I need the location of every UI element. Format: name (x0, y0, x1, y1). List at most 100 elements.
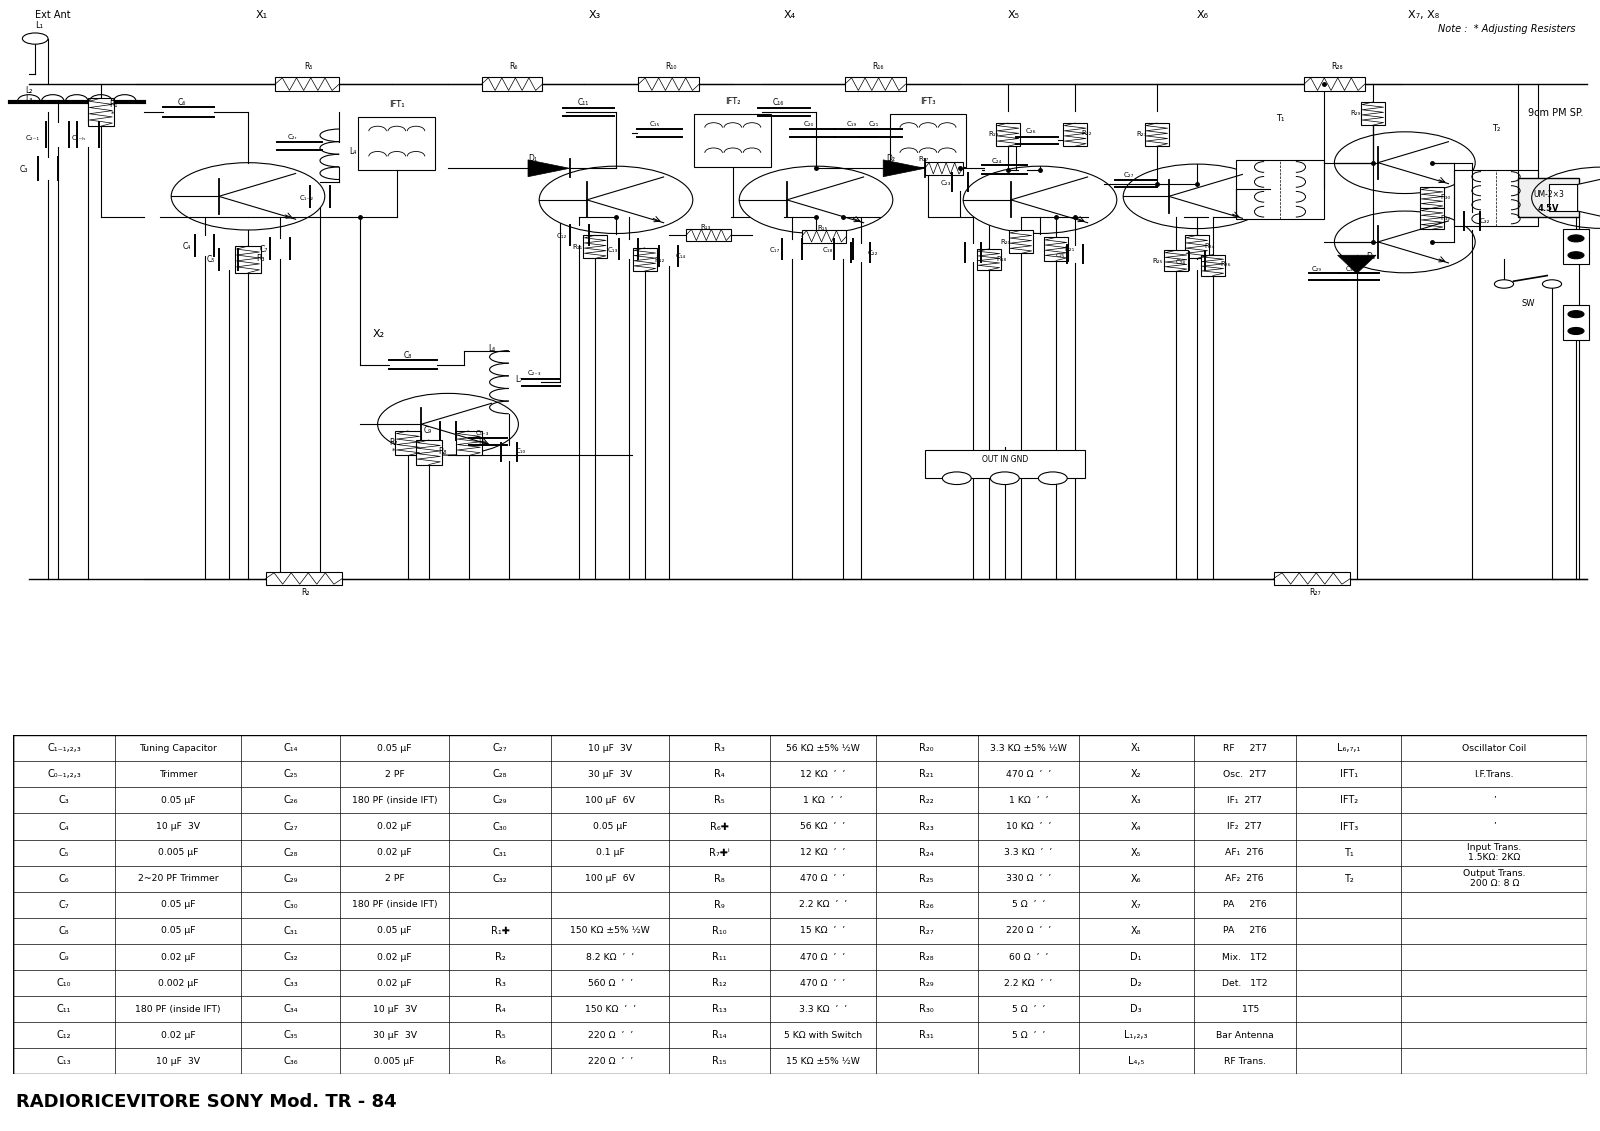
Text: L₂: L₂ (26, 86, 34, 95)
Text: 560 Ω  ’  ’: 560 Ω ’ ’ (587, 978, 634, 987)
Text: C₃₆: C₃₆ (283, 1056, 298, 1067)
Text: C₂₅: C₂₅ (1056, 252, 1066, 258)
Text: C₉: C₉ (424, 425, 432, 434)
Circle shape (942, 472, 971, 484)
Text: L₁: L₁ (35, 21, 43, 31)
Text: 10 KΩ  ’  ’: 10 KΩ ’ ’ (1006, 822, 1051, 831)
Bar (686, 228, 731, 241)
Text: C₈: C₈ (403, 351, 411, 360)
Text: C₂₈: C₂₈ (1176, 259, 1186, 266)
Text: D₂: D₂ (886, 154, 896, 163)
Bar (1146, 123, 1168, 146)
Text: 0.05 μF: 0.05 μF (594, 822, 627, 831)
Bar (638, 77, 699, 92)
Text: AF₁  2T6: AF₁ 2T6 (1226, 848, 1264, 857)
Circle shape (963, 166, 1117, 233)
Text: C₀₋₁,₂,₃: C₀₋₁,₂,₃ (46, 769, 82, 779)
Text: C₃₀: C₃₀ (1346, 266, 1355, 271)
Text: C₂₋₃: C₂₋₃ (528, 370, 541, 377)
Text: C₃₂: C₃₂ (283, 952, 298, 962)
Text: C₉: C₉ (59, 952, 69, 962)
Text: R₈: R₈ (438, 447, 446, 456)
Text: R₃₀: R₃₀ (920, 1004, 934, 1015)
Text: Input Trans.
1.5KΩ: 2KΩ: Input Trans. 1.5KΩ: 2KΩ (1467, 843, 1522, 862)
Text: C₃₂: C₃₂ (493, 874, 507, 883)
Bar (1563, 230, 1589, 265)
Text: C₂ᵣ: C₂ᵣ (288, 133, 298, 140)
Bar (235, 247, 261, 273)
Text: C₂₁: C₂₁ (869, 121, 878, 127)
Circle shape (378, 394, 518, 455)
Text: C₂₅: C₂₅ (283, 769, 298, 779)
Bar (482, 77, 542, 92)
Text: 0.005 μF: 0.005 μF (158, 848, 198, 857)
Text: R₁₄: R₁₄ (712, 1030, 726, 1041)
Text: C₁₃: C₁₃ (56, 1056, 72, 1067)
Text: C₃₁: C₃₁ (283, 926, 298, 935)
Text: C₃₀: C₃₀ (283, 900, 298, 909)
Text: R₁₀: R₁₀ (712, 926, 726, 935)
Text: C₇: C₇ (59, 900, 69, 909)
Bar (395, 431, 421, 456)
Text: 4.5V: 4.5V (1538, 204, 1560, 213)
Bar (1549, 184, 1578, 211)
Text: D₃: D₃ (1366, 252, 1376, 261)
Text: 10 μF  3V: 10 μF 3V (589, 744, 632, 753)
Text: R₂₀: R₂₀ (920, 743, 934, 753)
Circle shape (990, 472, 1019, 484)
Text: C₂₉: C₂₉ (283, 874, 298, 883)
Text: R₁₀: R₁₀ (666, 62, 677, 71)
Text: 2.2 KΩ  ’  ’: 2.2 KΩ ’ ’ (798, 900, 846, 909)
Text: 5 Ω  ’  ’: 5 Ω ’ ’ (1011, 1030, 1045, 1039)
Text: 1 KΩ  ’  ’: 1 KΩ ’ ’ (803, 796, 843, 805)
Text: C₂₇: C₂₇ (1123, 172, 1133, 178)
Text: 12 KΩ  ’  ’: 12 KΩ ’ ’ (800, 848, 845, 857)
Text: C₁₁: C₁₁ (56, 1004, 72, 1015)
Text: IFT₁: IFT₁ (1339, 769, 1358, 779)
Text: C₂₃: C₂₃ (941, 180, 950, 187)
Text: D₃: D₃ (1130, 1004, 1142, 1015)
Text: 3.3 KΩ  ’  ’: 3.3 KΩ ’ ’ (1005, 848, 1053, 857)
Circle shape (1568, 235, 1584, 242)
Text: C₂₇: C₂₇ (283, 821, 298, 831)
Text: 0.02 μF: 0.02 μF (160, 1030, 195, 1039)
Text: C₁₂: C₁₂ (557, 233, 566, 240)
Text: C₂₈: C₂₈ (283, 847, 298, 857)
Text: X₅: X₅ (1008, 9, 1021, 19)
Bar (1563, 305, 1589, 340)
Text: R₃: R₃ (714, 743, 725, 753)
Text: 0.05 μF: 0.05 μF (378, 744, 411, 753)
Text: R₄: R₄ (714, 769, 725, 779)
Text: Output Trans.
200 Ω: 8 Ω: Output Trans. 200 Ω: 8 Ω (1462, 869, 1525, 888)
Text: *: * (392, 447, 395, 454)
Text: C₂₄: C₂₄ (992, 157, 1002, 164)
Text: 5 Ω  ’  ’: 5 Ω ’ ’ (1011, 1004, 1045, 1013)
Text: C₃: C₃ (59, 795, 69, 805)
Text: X₄: X₄ (1131, 821, 1141, 831)
Text: R₃₀: R₃₀ (1440, 195, 1450, 200)
Text: 0.02 μF: 0.02 μF (160, 952, 195, 961)
Text: L₇: L₇ (515, 375, 523, 385)
Text: C₁₋₃: C₁₋₃ (475, 430, 488, 435)
Text: 10 μF  3V: 10 μF 3V (157, 1056, 200, 1065)
Polygon shape (1338, 256, 1376, 274)
Text: L₄,₅: L₄,₅ (1128, 1056, 1144, 1067)
Circle shape (171, 163, 325, 230)
Text: R₁₆: R₁₆ (872, 62, 883, 71)
Text: 30 μF  3V: 30 μF 3V (373, 1030, 416, 1039)
Text: 5 Ω  ’  ’: 5 Ω ’ ’ (1011, 900, 1045, 909)
Text: C₁₆: C₁₆ (773, 98, 784, 107)
Text: 2~20 PF Trimmer: 2~20 PF Trimmer (138, 874, 219, 883)
Text: R₂₁: R₂₁ (920, 769, 934, 779)
Text: R₂₄: R₂₄ (1205, 243, 1214, 249)
Text: 470 Ω  ’  ’: 470 Ω ’ ’ (800, 874, 845, 883)
Text: C₁₉: C₁₉ (846, 121, 856, 127)
Text: 9cm PM SP.: 9cm PM SP. (1528, 107, 1584, 118)
Text: R₃₁: R₃₁ (920, 1030, 934, 1041)
Text: R₁: R₁ (109, 100, 117, 109)
Text: T₁: T₁ (1275, 113, 1285, 122)
Circle shape (1542, 279, 1562, 288)
Bar (1064, 123, 1088, 146)
Polygon shape (528, 159, 570, 176)
Text: R₅: R₅ (494, 1030, 506, 1041)
